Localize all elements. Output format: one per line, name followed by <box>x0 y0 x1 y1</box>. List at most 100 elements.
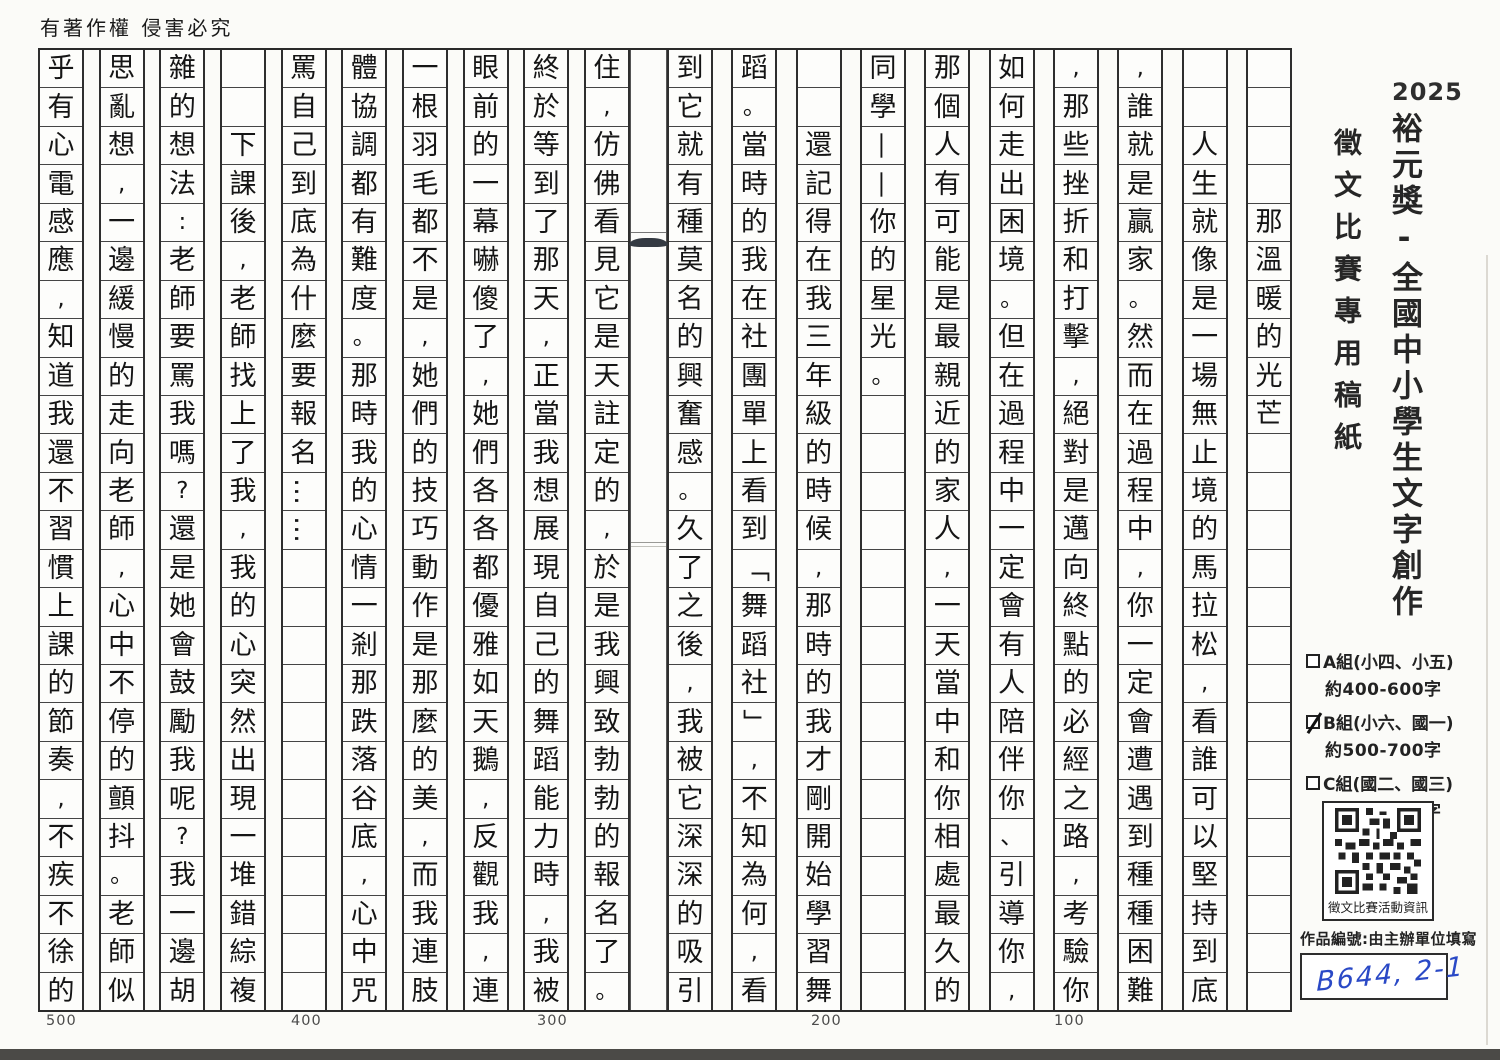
manuscript-cell: , <box>1119 50 1162 89</box>
manuscript-cell: 學 <box>797 896 840 935</box>
manuscript-cell: 的 <box>1183 511 1226 550</box>
manuscript-cell <box>861 550 904 589</box>
manuscript-cell: 路 <box>1054 819 1097 858</box>
checkbox-check-mark <box>1306 711 1322 734</box>
manuscript-cell: , <box>464 358 507 396</box>
manuscript-cell: 展 <box>525 511 568 550</box>
manuscript-cell: 陪 <box>990 703 1033 742</box>
manuscript-cell <box>1247 857 1290 896</box>
manuscript-cell: 我 <box>221 473 264 512</box>
manuscript-cell: 有 <box>343 204 386 243</box>
manuscript-cell: 天 <box>525 281 568 320</box>
manuscript-cell: 天 <box>464 703 507 742</box>
manuscript-cell: , <box>525 896 568 935</box>
manuscript-cell: 的 <box>926 434 969 473</box>
manuscript-cell: , <box>100 550 143 589</box>
scan-bottom-edge <box>0 1049 1500 1060</box>
manuscript-cell: 似 <box>108 975 136 1007</box>
manuscript-cell: 折 <box>1054 204 1097 243</box>
manuscript-cell: 那 <box>1247 204 1290 243</box>
manuscript-cell: 那 <box>343 665 386 704</box>
manuscript-cell: 難 <box>343 242 386 281</box>
manuscript-cell: — <box>861 127 904 166</box>
manuscript-cell: 當 <box>926 665 969 704</box>
manuscript-cell: 都 <box>464 550 507 589</box>
manuscript-cell: 知 <box>733 819 776 858</box>
manuscript-cell: 挫 <box>1054 165 1097 204</box>
manuscript-cell <box>861 627 904 665</box>
manuscript-cell: 麼 <box>282 319 325 358</box>
manuscript-cell: , <box>1119 550 1162 589</box>
manuscript-cell: 幕 <box>464 204 507 243</box>
manuscript-cell: 各 <box>464 511 507 550</box>
manuscript-cell: 優 <box>464 588 507 627</box>
manuscript-cell: 芒 <box>1247 396 1290 435</box>
manuscript-cell: 心 <box>343 511 386 550</box>
manuscript-cell: 心 <box>221 627 264 665</box>
manuscript-cell: 嗎 <box>161 434 204 473</box>
manuscript-cell <box>221 50 264 89</box>
manuscript-column: , 誰就是贏家。然而在過程中, 你一定會遭遇到種種困難 <box>1117 50 1164 1010</box>
manuscript-cell: 的 <box>669 896 711 935</box>
manuscript-cell <box>1247 127 1290 166</box>
manuscript-cell: , <box>1183 665 1226 704</box>
manuscript-cell: 它 <box>669 780 711 819</box>
manuscript-cell <box>282 627 325 665</box>
manuscript-cell: 緩 <box>100 281 143 320</box>
manuscript-cell <box>861 819 904 858</box>
manuscript-cell: 定 <box>1119 665 1162 704</box>
manuscript-left-page: 乎有心電感應,知道我還不習慣上課的節奏,不疾不徐的思亂想,一邊緩慢的走向老師,心… <box>38 50 630 1010</box>
manuscript-cell: : <box>161 204 204 243</box>
manuscript-cell: 馬 <box>1183 550 1226 589</box>
manuscript-cell <box>1247 473 1290 512</box>
manuscript-cell: 勃 <box>585 742 628 781</box>
manuscript-cell: 正 <box>525 358 568 396</box>
manuscript-cell: 動 <box>403 550 446 589</box>
manuscript-cell: 被 <box>532 975 560 1007</box>
manuscript-cell: 過 <box>990 396 1033 435</box>
manuscript-cell: 我 <box>525 434 568 473</box>
manuscript-cell: 像 <box>1183 242 1226 281</box>
manuscript-cell: 程 <box>990 434 1033 473</box>
manuscript-cell: 一 <box>464 165 507 204</box>
manuscript-cell: 學 <box>861 88 904 127</box>
manuscript-cell: 得 <box>797 204 840 243</box>
manuscript-cell: 有 <box>926 165 969 204</box>
manuscript-cell: 了 <box>221 434 264 473</box>
manuscript-cell: 連 <box>403 934 446 973</box>
manuscript-cell <box>1247 780 1290 819</box>
manuscript-cell <box>861 896 904 935</box>
manuscript-cell <box>861 396 904 435</box>
manuscript-cell: 。 <box>1119 281 1162 320</box>
manuscript-cell: 到 <box>669 50 711 89</box>
qr-box: 徵文比賽活動資訊 <box>1322 801 1434 921</box>
manuscript-cell: 徐 <box>40 934 82 973</box>
manuscript-cell: 報 <box>282 396 325 435</box>
manuscript-cell: 心 <box>40 127 82 166</box>
manuscript-cell: 你 <box>990 780 1033 819</box>
manuscript-cell: 下 <box>221 127 264 166</box>
manuscript-cell: 但 <box>990 319 1033 358</box>
manuscript-cell: , <box>1054 358 1097 396</box>
manuscript-cell: 是 <box>1183 281 1226 320</box>
manuscript-cell: 年 <box>797 358 840 396</box>
manuscript-cell: 的 <box>585 819 628 858</box>
manuscript-cell: 仿 <box>585 127 628 166</box>
manuscript-cell: 己 <box>525 627 568 665</box>
manuscript-cell <box>861 934 904 973</box>
manuscript-cell: 到 <box>733 511 776 550</box>
manuscript-cell <box>1247 896 1290 935</box>
manuscript-cell: 對 <box>1054 434 1097 473</box>
manuscript-cell: 興 <box>585 665 628 704</box>
manuscript-cell: 的 <box>669 319 711 358</box>
manuscript-cell: 始 <box>797 857 840 896</box>
manuscript-cell: 觀 <box>464 857 507 896</box>
manuscript-cell: 必 <box>1054 703 1097 742</box>
manuscript-cell: 困 <box>1119 934 1162 973</box>
manuscript-cell: 的 <box>47 975 75 1007</box>
manuscript-cell: , <box>40 780 82 819</box>
manuscript-cell: 想 <box>100 127 143 166</box>
manuscript-cell <box>282 742 325 781</box>
manuscript-cell: ? <box>161 819 204 858</box>
manuscript-cell: 近 <box>926 396 969 435</box>
